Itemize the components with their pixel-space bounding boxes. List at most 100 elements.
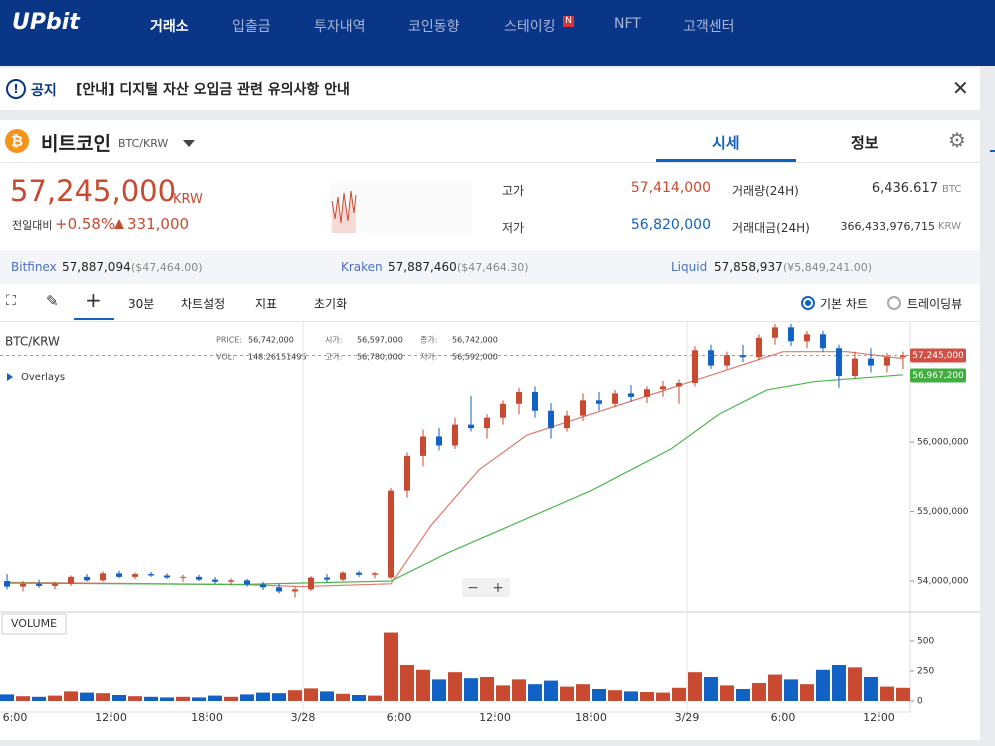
fullscreen-button[interactable]: ⛶ [6,293,16,309]
draw-button[interactable]: ✎ [46,292,59,310]
candle-body [819,334,826,349]
info-label: 고가: [325,353,342,362]
candle-body [68,576,75,584]
candle-body [340,572,347,580]
candle-body [771,327,778,338]
right-edge [990,150,995,152]
volume-bar [160,697,175,701]
x-tick-label: 18:00 [575,711,607,724]
volume-bar [623,691,638,701]
overlay-caret[interactable] [7,373,13,381]
radio[interactable] [887,296,901,310]
close-button[interactable]: ✕ [952,76,969,100]
new-badge: N [563,16,574,27]
candle-body [276,587,283,592]
price-marker-box [910,348,966,363]
candle-body [196,576,203,580]
volume-box [1,613,67,635]
volume-bar [128,696,143,701]
notice-text[interactable]: [안내] 디지털 자산 오입금 관련 유의사항 안내 [76,82,350,98]
y-tick-label: 250 [917,666,934,676]
nav-item[interactable]: 코인동향 [408,19,460,35]
info-label: 저가: [420,353,437,362]
radio-selected[interactable] [801,296,815,310]
x-tick-label: 12:00 [95,711,127,724]
tab[interactable]: 정보 [851,134,879,152]
exchange-name: Kraken [341,260,383,274]
volume-bar [224,696,239,701]
volume-bar [559,686,574,701]
exchange-name: Bitfinex [11,260,57,274]
candle-body [308,577,315,590]
candle-body [52,583,59,586]
crosshair-button[interactable]: + [85,288,102,312]
nav-item[interactable]: 고객센터 [683,19,735,35]
candle-body [228,580,235,582]
volume-bar [655,692,670,701]
volume-bar [16,696,31,701]
info-label: PRICE: [216,336,242,345]
candle-body [803,334,810,342]
interval-select[interactable]: 30분 [128,297,155,311]
candle-body [595,400,602,404]
y-tick-label: 54,000,000 [917,577,969,587]
x-tick-label: 12:00 [863,711,895,724]
volume-bar [671,687,686,701]
stat-unit: KRW [938,221,961,232]
zoom-in[interactable]: + [492,580,504,596]
nav-item[interactable]: 스테이킹 [504,19,556,35]
overlays-toggle[interactable]: Overlays [21,372,65,383]
candle-body [787,327,794,342]
x-tick-label: 6:00 [771,711,796,724]
candle-body [867,358,874,366]
settings-select[interactable]: 차트설정 [181,297,226,311]
radio-label[interactable]: 기본 차트 [820,297,868,311]
candle-body [883,357,890,366]
stat-value: 6,436.617 [871,181,938,196]
info-value: 56,742,000 [452,336,498,345]
volume-bar [208,695,223,701]
nav-item[interactable]: 입출금 [232,19,271,35]
radio-label[interactable]: 트레이딩뷰 [907,297,963,311]
exchange-price: 57,887,094 [62,260,131,274]
coin-name: 비트코인 [41,133,111,155]
volume-bar [767,674,782,701]
candle-body [436,436,443,446]
coin-icon: ₿ [5,129,29,153]
volume-bar [479,676,494,701]
candle-body [515,391,522,404]
candle-body [180,576,187,578]
candle-body [547,410,554,429]
indicator-select[interactable]: 지표 [255,297,278,311]
nav-item[interactable]: 투자내역 [314,19,366,35]
volume-bar [735,688,750,701]
tab-underline [656,159,796,162]
candle-body [659,386,666,390]
moving-average [7,351,904,588]
reset-button[interactable]: 초기화 [314,297,348,311]
volume-bar [719,685,734,701]
volume-bar [64,691,79,701]
nav-item[interactable]: NFT [614,16,641,32]
candle-body [755,337,762,358]
logo[interactable]: UPbit [12,10,80,35]
volume-bar [799,684,814,701]
dropdown-caret[interactable] [183,140,195,147]
chart-pair: BTC/KRW [5,335,60,349]
x-tick-label: 6:00 [3,711,28,724]
change-amount: 331,000 [127,215,190,233]
volume-bar [256,692,271,701]
nav-item[interactable]: 거래소 [150,19,189,35]
price-chart: BTC/KRW Overlays VOLUME − + PRICE: 56,742… [0,322,980,724]
candle-body [851,358,858,376]
settings-button[interactable]: ⚙ [948,128,966,152]
volume-bar [591,688,606,701]
volume-bar [48,695,63,701]
volume-bar [463,678,478,701]
exchange-name: Liquid [671,260,708,274]
volume-bar [815,669,830,701]
candle-body [260,584,267,588]
info-value: 56,780,000 [357,353,403,362]
tab[interactable]: 시세 [712,134,740,152]
zoom-out[interactable]: − [467,580,479,596]
